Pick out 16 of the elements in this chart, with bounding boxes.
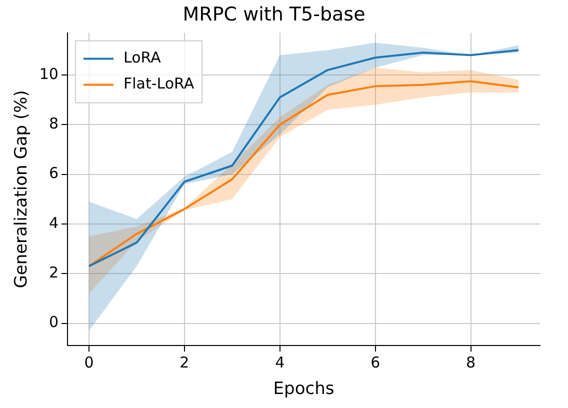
- x-tick-label: 6: [370, 353, 380, 372]
- x-axis-title: Epochs: [273, 379, 334, 400]
- legend-label: LoRA: [123, 48, 162, 67]
- y-tick-label: 4: [48, 214, 58, 232]
- x-tick-label: 2: [180, 353, 190, 372]
- x-tick-label: 8: [466, 353, 476, 372]
- y-axis-title: Generalization Gap (%): [12, 90, 32, 288]
- x-tick-label: 4: [275, 353, 285, 372]
- chart-title: MRPC with T5-base: [182, 3, 366, 26]
- legend-label: Flat-LoRA: [123, 74, 195, 93]
- y-tick-label: 0: [48, 313, 58, 332]
- y-tick-label: 6: [48, 164, 58, 182]
- x-tick-label: 0: [84, 353, 94, 372]
- y-tick-label: 10: [39, 64, 58, 83]
- y-tick-label: 8: [48, 114, 58, 133]
- y-tick-label: 2: [48, 263, 58, 282]
